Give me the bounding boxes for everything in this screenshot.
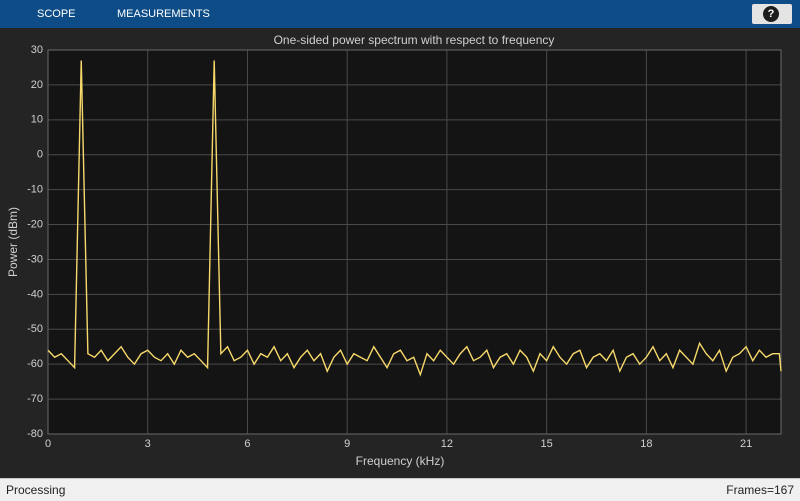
y-tick-label: -10 <box>27 184 43 196</box>
x-tick-label: 9 <box>344 438 350 450</box>
x-tick-label: 15 <box>541 438 553 450</box>
x-tick-label: 3 <box>145 438 151 450</box>
y-tick-label: 30 <box>31 44 43 56</box>
tab[interactable]: MEASUREMENTS <box>117 8 210 20</box>
help-icon[interactable]: ? <box>763 6 779 22</box>
help-button[interactable]: ? <box>752 4 792 24</box>
tab[interactable]: SCOPE <box>37 8 76 20</box>
y-tick-label: -80 <box>27 428 43 440</box>
y-tick-label: -50 <box>27 323 43 335</box>
chart: One-sided power spectrum with respect to… <box>6 33 782 468</box>
frame-count: Frames=167 <box>726 483 794 497</box>
y-tick-label: -20 <box>27 218 43 230</box>
spectrum-line <box>47 60 782 377</box>
status-text: Processing <box>6 483 66 497</box>
y-tick-label: 20 <box>31 79 43 91</box>
y-tick-label: -30 <box>27 253 43 265</box>
y-tick-label: -40 <box>27 288 43 300</box>
toolbar: SCOPE MEASUREMENTS ? <box>0 0 800 28</box>
x-axis-label: Frequency (kHz) <box>356 454 445 468</box>
x-tick-label: 6 <box>244 438 250 450</box>
x-tick-label: 18 <box>640 438 652 450</box>
y-tick-label: 10 <box>31 114 43 126</box>
y-axis-label: Power (dBm) <box>6 207 20 277</box>
status-bar: Processing Frames=167 <box>0 478 800 501</box>
y-tick-label: -60 <box>27 358 43 370</box>
chart-title: One-sided power spectrum with respect to… <box>274 33 555 47</box>
y-tick-label: -70 <box>27 393 43 405</box>
x-tick-label: 12 <box>441 438 453 450</box>
x-tick-label: 0 <box>45 438 51 450</box>
plot-frame <box>47 49 782 435</box>
y-tick-label: 0 <box>37 149 43 161</box>
plot-area <box>48 50 781 434</box>
x-tick-label: 21 <box>740 438 752 450</box>
